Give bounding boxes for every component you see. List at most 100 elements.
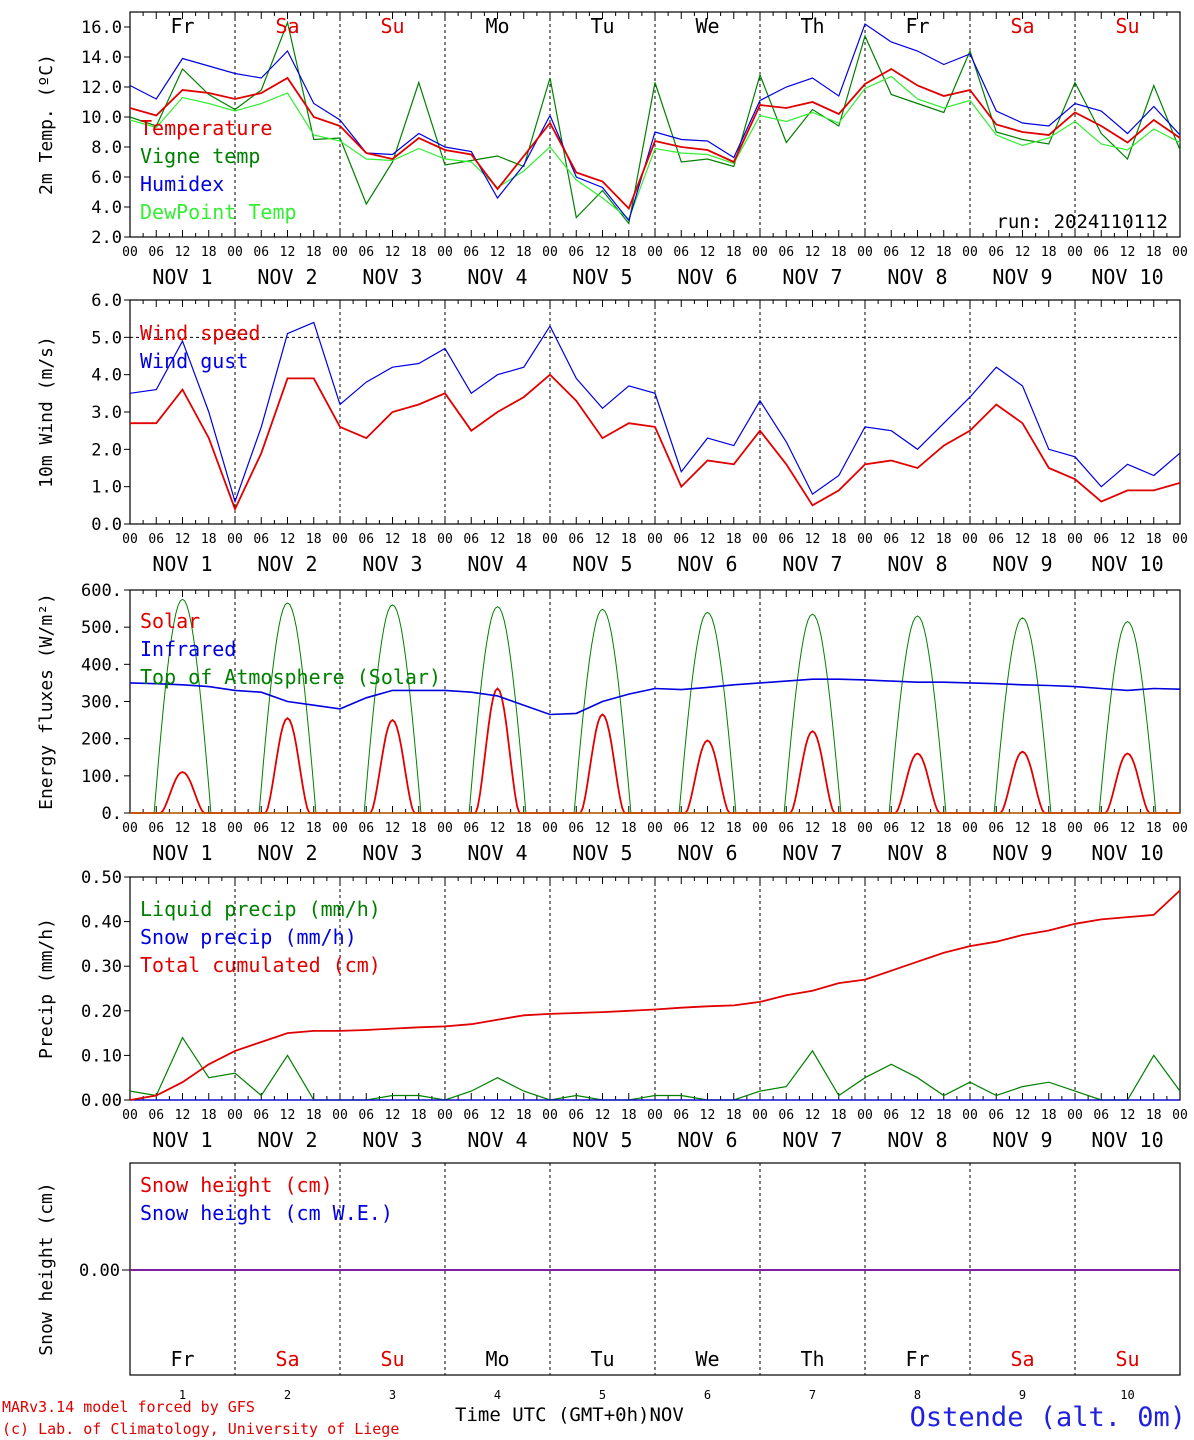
solar-day-2 <box>235 717 340 814</box>
date-label: NOV 4 <box>467 552 527 576</box>
date-label: NOV 4 <box>467 265 527 289</box>
y-tick-label: 0.0 <box>91 515 122 535</box>
hour-tick-label: 06 <box>253 245 269 260</box>
hour-tick-label: 00 <box>332 245 348 260</box>
model-credit: MARv3.14 model forced by GFS <box>2 1398 255 1416</box>
date-label: NOV 3 <box>362 265 422 289</box>
hour-tick-label: 18 <box>201 532 217 547</box>
hour-tick-label: 12 <box>700 1108 716 1123</box>
date-label: NOV 7 <box>782 1128 842 1152</box>
solar-day-6 <box>655 739 760 814</box>
hour-tick-label: 18 <box>1041 245 1057 260</box>
date-label: NOV 6 <box>677 265 737 289</box>
series-line-2 <box>129 23 1181 222</box>
hour-tick-label: 00 <box>1067 821 1083 836</box>
hour-tick-label: 18 <box>831 245 847 260</box>
hour-tick-label: 12 <box>1120 821 1136 836</box>
y-axis-label: Energy fluxes (W/m²) <box>36 593 57 810</box>
series-line-0 <box>129 67 1181 211</box>
weekday-label: Fr <box>170 1347 194 1371</box>
hour-tick-label: 12 <box>280 245 296 260</box>
solar-day-9 <box>970 750 1075 814</box>
x-axis-month: NOV <box>649 1404 684 1426</box>
solar-day-8 <box>865 752 970 814</box>
hour-tick-label: 06 <box>673 1108 689 1123</box>
legend-entry: Top of Atmosphere (Solar) <box>140 665 441 689</box>
date-label: NOV 5 <box>572 552 632 576</box>
hour-tick-label: 12 <box>1120 1108 1136 1123</box>
legend-entry: Humidex <box>140 172 224 196</box>
hour-tick-label: 00 <box>752 821 768 836</box>
solar-day-1 <box>130 771 235 814</box>
hour-tick-label: 18 <box>1146 1108 1162 1123</box>
y-tick-label: 600. <box>81 581 122 601</box>
weekday-label: We <box>695 1347 719 1371</box>
date-label: NOV 1 <box>152 552 212 576</box>
hour-tick-label: 00 <box>332 821 348 836</box>
hour-tick-label: 18 <box>201 1108 217 1123</box>
hour-tick-label: 12 <box>910 532 926 547</box>
hour-tick-label: 12 <box>385 1108 401 1123</box>
hour-tick-label: 00 <box>542 821 558 836</box>
y-axis-label: Snow height (cm) <box>36 1182 57 1355</box>
hour-tick-label: 18 <box>726 245 742 260</box>
hour-tick-label: 06 <box>148 532 164 547</box>
hour-tick-label: 06 <box>253 532 269 547</box>
hour-tick-label: 12 <box>385 245 401 260</box>
hour-tick-label: 12 <box>385 821 401 836</box>
hour-tick-label: 00 <box>122 532 138 547</box>
date-label: NOV 1 <box>152 1128 212 1152</box>
hour-tick-label: 00 <box>1172 1108 1188 1123</box>
hour-tick-label: 18 <box>516 245 532 260</box>
panel-5: Snow height (cm) 0.00 Fr 1 Sa 2 Su 3 Mo 4 Tu 5 We 6 Th… <box>36 1162 1181 1402</box>
y-tick-label: 2.0 <box>91 440 122 460</box>
hour-tick-label: 00 <box>647 245 663 260</box>
hour-tick-label: 12 <box>175 245 191 260</box>
weekday-label: Sa <box>1010 14 1034 38</box>
hour-tick-label: 06 <box>148 1108 164 1123</box>
hour-tick-label: 12 <box>280 821 296 836</box>
hour-tick-label: 00 <box>962 1108 978 1123</box>
hour-tick-label: 12 <box>595 1108 611 1123</box>
hour-tick-label: 00 <box>962 821 978 836</box>
date-label: NOV 3 <box>362 841 422 865</box>
y-tick-label: 2.0 <box>91 228 122 248</box>
weekday-label: Sa <box>275 14 299 38</box>
hour-tick-label: 00 <box>962 245 978 260</box>
hour-tick-label: 00 <box>752 1108 768 1123</box>
date-label: NOV 5 <box>572 265 632 289</box>
hour-tick-label: 06 <box>253 1108 269 1123</box>
panel-2: 10m Wind (m/s) 0.0 1.0 2.0 3.0 4.0 5.0 6.0 00 06 1… <box>36 291 1188 576</box>
hour-tick-label: 18 <box>831 1108 847 1123</box>
y-tick-label: 1.0 <box>91 478 122 498</box>
day-number-label: 8 <box>914 1388 921 1402</box>
y-tick-label: 0.50 <box>81 868 122 888</box>
panel-1: 2m Temp. (ºC) 2.0 4.0 6.0 8.0 10.0 12.0 14.0 16.… <box>36 11 1188 289</box>
y-tick-label: 5.0 <box>91 328 122 348</box>
hour-tick-label: 12 <box>280 532 296 547</box>
date-label: NOV 2 <box>257 552 317 576</box>
day-number-label: 3 <box>389 1388 396 1402</box>
day-number-label: 5 <box>599 1388 606 1402</box>
date-label: NOV 2 <box>257 265 317 289</box>
hour-tick-label: 00 <box>752 245 768 260</box>
hour-tick-label: 18 <box>306 821 322 836</box>
weekday-label: Fr <box>170 14 194 38</box>
hour-tick-label: 06 <box>568 821 584 836</box>
hour-tick-label: 00 <box>542 245 558 260</box>
hour-tick-label: 18 <box>726 821 742 836</box>
y-tick-label: 400. <box>81 655 122 675</box>
hour-tick-label: 00 <box>857 245 873 260</box>
toa-solar-day-2 <box>235 602 340 814</box>
hour-tick-label: 18 <box>1041 1108 1057 1123</box>
hour-tick-label: 12 <box>595 821 611 836</box>
hour-tick-label: 06 <box>358 1108 374 1123</box>
solar-day-5 <box>550 713 655 814</box>
hour-tick-label: 00 <box>1067 245 1083 260</box>
hour-tick-label: 18 <box>726 532 742 547</box>
hour-tick-label: 18 <box>201 245 217 260</box>
hour-tick-label: 12 <box>490 245 506 260</box>
toa-solar-day-9 <box>970 617 1075 814</box>
hour-tick-label: 18 <box>306 1108 322 1123</box>
hour-tick-label: 06 <box>463 821 479 836</box>
